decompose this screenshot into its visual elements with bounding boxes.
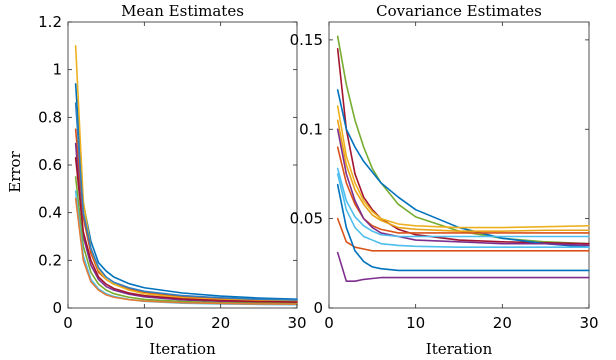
series-line-covariance-5 [336,119,590,232]
mean-estimates-panel: Mean Estimates Iteration Error 0 10 20 30 0 0… [6,2,307,358]
series-line-covariance-11 [336,183,590,272]
x-tick-label: 10 [406,314,425,332]
y-tick-label: 1 [52,61,62,79]
y-tick-label: 0 [313,299,323,317]
x-tick-label: 30 [579,314,598,332]
y-tick-label: 0.1 [299,120,323,138]
series-line-covariance-8 [336,167,590,238]
y-tick-label: 0.2 [38,251,62,269]
x-tick-label: 0 [63,314,73,332]
x-tick-label: 20 [493,314,512,332]
series-line-covariance-12 [336,251,590,282]
y-tick-label: 0 [52,299,62,317]
y-tick-label: 0.8 [38,108,62,126]
chart-title-mean: Mean Estimates [121,2,244,20]
plot-area-covariance [328,21,590,309]
x-tick-label: 30 [287,314,306,332]
y-tick-label: 0.15 [290,31,323,49]
y-axis-label-mean: Error [6,150,24,192]
series-line-covariance-6 [336,146,590,234]
plot-area-mean [67,21,298,309]
y-tick-label: 0.05 [290,210,323,228]
x-axis-label-covariance: Iteration [426,340,493,358]
y-tick-label: 1.2 [38,13,62,31]
series-line-mean-7 [74,157,298,303]
x-tick-label: 10 [135,314,154,332]
series-line-mean-8 [74,197,298,305]
x-axis-label-mean: Iteration [149,340,216,358]
x-tick-label: 20 [211,314,230,332]
series-line-mean-1 [74,83,298,300]
series-line-covariance-7 [336,128,590,247]
chart-title-covariance: Covariance Estimates [376,2,542,20]
series-line-covariance-3 [336,89,590,249]
series-line-covariance-9 [336,173,590,249]
covariance-estimates-panel: Covariance Estimates Iteration 0 10 20 30 0 0… [290,2,599,358]
x-tick-label: 0 [324,314,334,332]
series-line-covariance-4 [336,105,590,229]
y-tick-label: 0.4 [38,204,62,222]
series-line-mean-9 [74,102,298,301]
y-tick-label: 0.6 [38,156,62,174]
